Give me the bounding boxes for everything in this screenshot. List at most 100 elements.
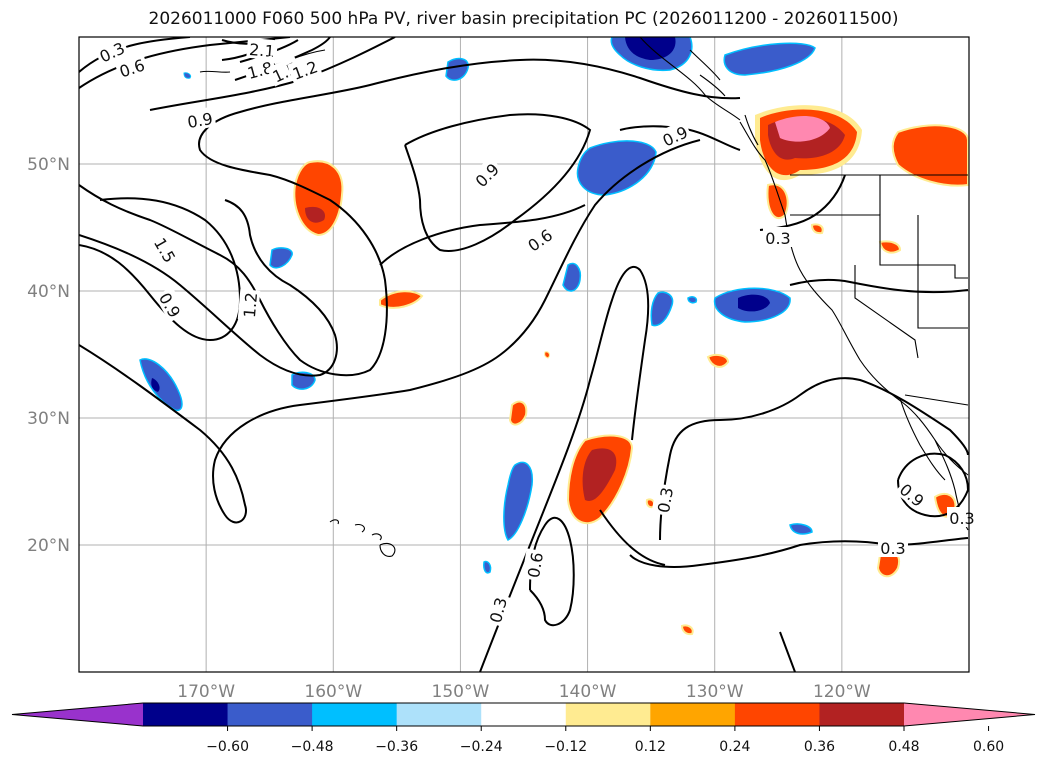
colorbar-tick-label: −0.60 <box>206 739 249 755</box>
colorbar-segment <box>734 703 820 726</box>
contour-0.3-south <box>629 537 969 568</box>
positive-anomaly-rockies <box>891 124 969 187</box>
contour-label-bg <box>183 106 217 132</box>
negative-anomaly-alaska-panhandle <box>723 42 816 76</box>
colorbar-segment <box>227 703 313 726</box>
contour-0.3-north <box>79 37 191 73</box>
colorbar-tick-label: 0.36 <box>804 739 835 755</box>
map-title: 2026011000 F060 500 hPa PV, river basin … <box>148 9 899 29</box>
coastline-alaska <box>639 37 741 121</box>
coastlines <box>199 37 969 557</box>
negative-anomaly-north-california <box>713 287 791 323</box>
contour-label-bg <box>246 37 278 61</box>
contour-label-bg <box>483 592 511 627</box>
contour-label-bg <box>521 548 547 582</box>
negative-anomaly-small-cells <box>139 57 813 574</box>
colorbar-tick-label: −0.36 <box>375 739 418 755</box>
coastline-north-america <box>739 121 969 476</box>
lon-tick-label: 120°W <box>813 682 871 702</box>
colorbar-segment <box>819 703 905 726</box>
coastline-hawaii-islands <box>329 519 396 557</box>
positive-anomaly-central-pacific-north <box>293 160 344 237</box>
lat-tick-label: 40°N <box>27 282 70 302</box>
contour-label-bg <box>651 483 677 517</box>
lon-tick-label: 150°W <box>432 682 490 702</box>
contour-label: 2.1 <box>248 40 275 61</box>
contour-0.9-central <box>404 113 592 252</box>
contour-labels: 0.30.62.11.81.51.20.91.50.9 1.20.90.60.90… <box>93 35 977 627</box>
negative-anomaly-gulf-alaska <box>610 37 693 72</box>
contour-label-bg <box>149 231 183 268</box>
colorbar-tick-label: −0.12 <box>544 739 587 755</box>
contour-label-bg <box>93 35 130 67</box>
lon-tick-label: 160°W <box>304 682 362 702</box>
colorbar-tick-label: −0.24 <box>460 739 503 755</box>
contour-label-bg <box>242 55 277 83</box>
map-frame <box>78 36 970 673</box>
contour-label: 0.9 <box>896 480 928 511</box>
contour-label-bg <box>894 476 931 512</box>
lat-tick-label: 20°N <box>27 536 70 556</box>
contour-label: 0.9 <box>186 109 214 132</box>
contour-label: 0.3 <box>654 486 677 514</box>
colorbar-segment <box>312 703 398 726</box>
colorbar-tick-label: 0.48 <box>888 739 919 755</box>
contour-1.2-main <box>79 199 338 377</box>
contour-0.9-main <box>79 58 741 377</box>
border-us-mexico <box>904 394 969 406</box>
colorbar-tick-label: −0.48 <box>291 739 334 755</box>
contour-label-bg <box>656 119 693 151</box>
colorbar-segment <box>565 703 651 726</box>
border-interior <box>879 175 968 329</box>
coastline-baja-california <box>899 397 946 481</box>
contour-0.6-main <box>79 139 701 524</box>
contour-label-bg <box>878 537 908 557</box>
colorbar-segment <box>481 703 567 726</box>
colorbar-segment <box>143 703 229 726</box>
coastline-alaska-islands <box>689 49 759 146</box>
lat-tick-label: 30°N <box>27 409 70 429</box>
contour-label-bg <box>287 54 323 84</box>
contour-label: 0.3 <box>765 229 790 248</box>
contour-label: 0.3 <box>880 539 905 558</box>
contour-label-bg <box>114 52 150 82</box>
positive-anomaly-pacific-northwest <box>755 105 862 181</box>
colorbar-segment <box>396 703 482 726</box>
lon-tick-label: 140°W <box>559 682 617 702</box>
contour-label-bg <box>154 286 188 323</box>
positive-anomaly-hawaii-east <box>566 434 634 525</box>
contour-label: 0.6 <box>524 225 556 255</box>
colorbar-tick-label: 0.60 <box>973 739 1004 755</box>
contour-label: 0.3 <box>949 509 974 528</box>
precipitation-shading <box>139 37 969 636</box>
contour-0.3-east <box>659 377 969 541</box>
contour-label-bg <box>468 156 504 192</box>
contour-0.6-southeast <box>599 509 796 672</box>
contour-label-bg <box>521 222 558 256</box>
lon-tick-label: 130°W <box>686 682 744 702</box>
border-california-nevada <box>854 265 919 359</box>
contour-label: 0.6 <box>524 551 547 579</box>
lat-tick-label: 50°N <box>27 155 70 175</box>
colorbar-extend-min <box>12 703 143 726</box>
contour-0.9-mexico <box>897 452 969 518</box>
pv-contours <box>79 37 969 672</box>
lon-tick-label: 170°W <box>177 682 235 702</box>
contour-0.6-pacific <box>529 516 575 627</box>
axis-tick-labels: 170°W 160°W 150°W 140°W 130°W 120°W 50°N 40°N 30… <box>27 155 871 702</box>
colorbar-outline <box>11 702 1036 727</box>
contour-0.9-gulf <box>619 125 741 151</box>
colorbar-tick-label: 0.12 <box>635 739 666 755</box>
colorbar-tick-label: 0.24 <box>719 739 750 755</box>
colorbar-extend-max <box>904 703 1035 726</box>
positive-anomaly-small-cells <box>379 223 957 636</box>
colorbar-segment <box>650 703 736 726</box>
colorbar: −0.60 −0.48 −0.36 −0.24 −0.12 0.12 0.24 0.36 0.4… <box>11 702 1036 755</box>
negative-anomaly-northeast-pacific <box>576 140 657 196</box>
contour-1.5-main <box>79 197 242 342</box>
contour-0.6-central <box>379 204 586 266</box>
contour-0.3-pacific <box>479 265 650 672</box>
contour-label-bg <box>763 227 793 247</box>
contour-label-bg <box>237 289 261 321</box>
